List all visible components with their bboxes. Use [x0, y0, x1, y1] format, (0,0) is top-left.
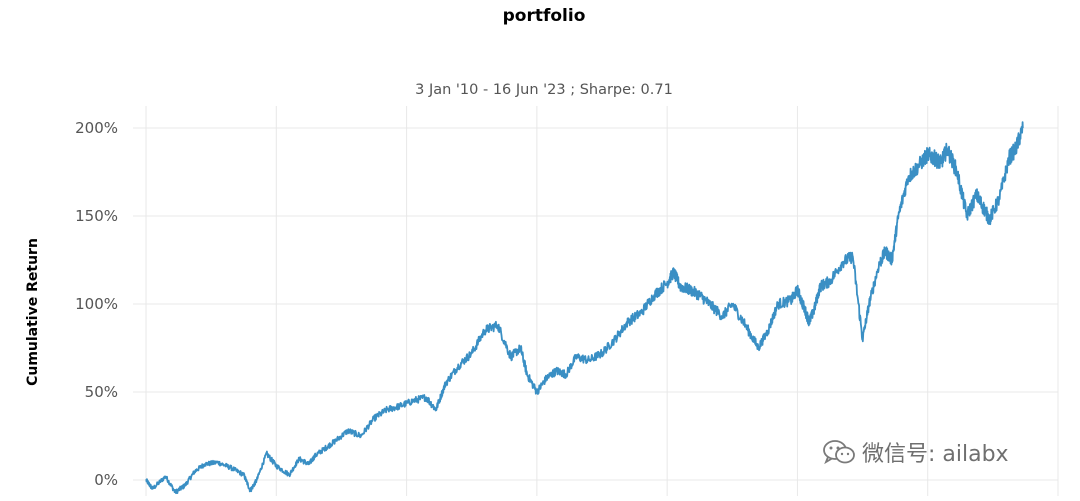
line-layer: [145, 121, 1024, 495]
portfolio-series-line: [145, 121, 1024, 495]
y-tick-label: 150%: [75, 207, 118, 225]
y-tick-label: 200%: [75, 119, 118, 137]
watermark-text: 微信号: ailabx: [862, 442, 1009, 467]
y-tick-label: 50%: [85, 383, 118, 401]
y-tick-label: 100%: [75, 295, 118, 313]
y-tick-label: 0%: [94, 471, 118, 489]
grid-layer: [133, 106, 1059, 496]
chart-title: portfolio: [502, 6, 586, 26]
wechat-icon: [822, 438, 856, 472]
watermark: 微信号: ailabx: [822, 436, 1009, 472]
y-tick-layer: 0% 50% 100% 150% 200%: [75, 119, 118, 489]
chart-subtitle: 3 Jan '10 - 16 Jun '23 ; Sharpe: 0.71: [415, 82, 673, 98]
